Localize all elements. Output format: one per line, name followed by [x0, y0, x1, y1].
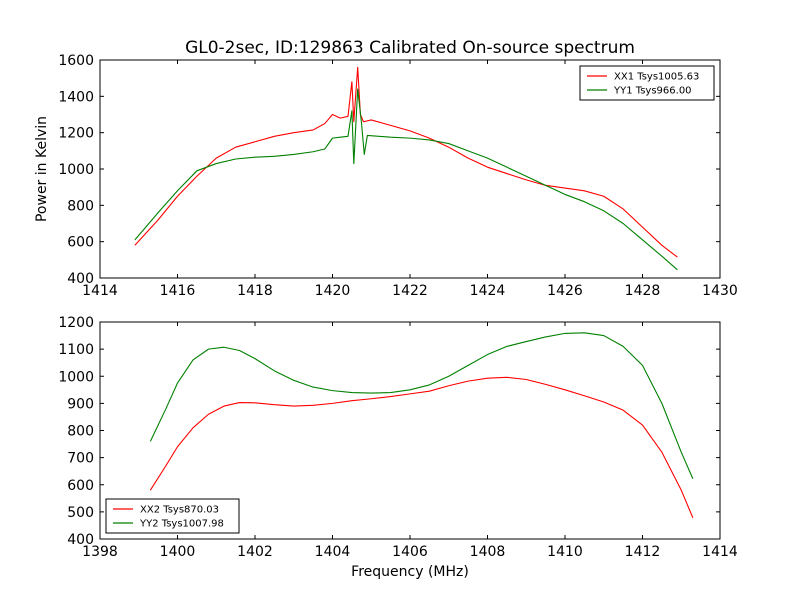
- series-line-xx1: [134, 66, 678, 258]
- x-tick-label: 1426: [547, 283, 583, 299]
- top-plot: 1414 1416 1418 1420 1422 1424 1426 1428 1430 400 6…: [58, 53, 737, 299]
- bottom-plot: 1398 1400 1402 1404 1406 1408 1410 1412 1414 400 5…: [58, 315, 738, 560]
- x-tick-label: 1398: [82, 544, 118, 560]
- y-tick-label: 800: [67, 198, 94, 214]
- x-tick-label: 1422: [392, 283, 428, 299]
- y-tick-label: 1100: [58, 342, 94, 358]
- y-tick-label: 500: [67, 505, 94, 521]
- y-tick-label: 1000: [58, 369, 94, 385]
- y-tick-label: 1200: [58, 126, 94, 142]
- legend-box: [105, 498, 240, 534]
- legend-label: XX1 Tsys1005.63: [614, 72, 699, 83]
- y-tick-label: 400: [67, 271, 94, 287]
- legend: XX2 Tsys870.03 YY2 Tsys1007.98: [105, 498, 240, 534]
- legend: XX1 Tsys1005.63 YY1 Tsys966.00: [579, 65, 715, 101]
- x-tick-label: 1414: [702, 544, 738, 560]
- x-tick-label: 1424: [470, 283, 506, 299]
- y-tick-label: 600: [67, 235, 94, 251]
- x-tick-label: 1412: [625, 544, 661, 560]
- x-tick-label: 1416: [160, 283, 196, 299]
- x-tick-label: 1408: [470, 544, 506, 560]
- y-tick-label: 700: [67, 451, 94, 467]
- legend-label: XX2 Tsys870.03: [140, 505, 219, 516]
- legend-label: YY1 Tsys966.00: [613, 86, 692, 97]
- y-tick-label: 1600: [58, 53, 94, 69]
- legend-label: YY2 Tsys1007.98: [139, 519, 224, 530]
- series-line-yy1: [134, 88, 678, 271]
- x-tick-label: 1420: [315, 283, 351, 299]
- x-tick-label: 1418: [237, 283, 273, 299]
- y-tick-label: 1400: [58, 89, 94, 105]
- x-tick-label: 1406: [392, 544, 428, 560]
- x-tick-label: 1428: [625, 283, 661, 299]
- x-tick-label: 1402: [237, 544, 273, 560]
- x-tick-label: 1400: [160, 544, 196, 560]
- y-tick-label: 900: [67, 396, 94, 412]
- x-axis-title: Frequency (MHz): [351, 564, 469, 580]
- y-axis-title: Power in Kelvin: [34, 116, 50, 222]
- y-tick-label: 800: [67, 424, 94, 440]
- chart-title: GL0-2sec, ID:129863 Calibrated On-source…: [185, 38, 635, 58]
- legend-box: [579, 65, 715, 101]
- series-line-xx2: [149, 376, 694, 519]
- x-tick-label: 1410: [547, 544, 583, 560]
- x-tick-label: 1414: [82, 283, 118, 299]
- x-tick-label: 1430: [702, 283, 738, 299]
- x-tick-label: 1404: [315, 544, 351, 560]
- y-tick-label: 1000: [58, 162, 94, 178]
- y-tick-label: 1200: [58, 315, 94, 331]
- y-tick-label: 600: [67, 478, 94, 494]
- series-line-yy2: [149, 332, 694, 480]
- y-tick-label: 400: [67, 532, 94, 548]
